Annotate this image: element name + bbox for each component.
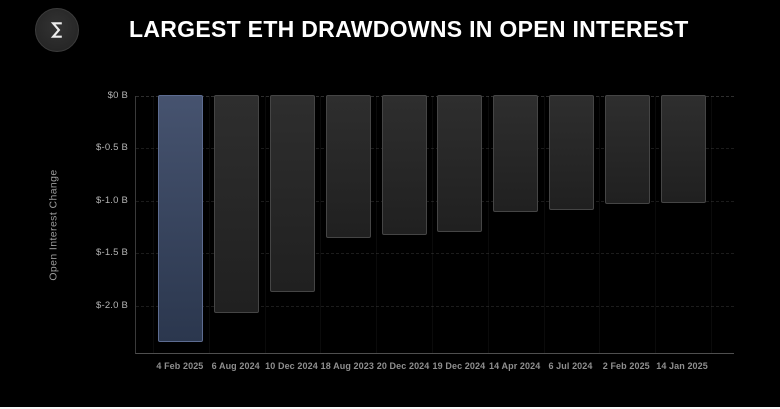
y-axis-title: Open Interest Change xyxy=(47,169,60,281)
bar-slot xyxy=(320,95,376,353)
y-tick-label: $-0.5 B xyxy=(95,142,128,154)
x-tick-label: 20 Dec 2024 xyxy=(376,361,430,371)
gridline-horizontal xyxy=(136,96,734,97)
bar-14-jan-2025 xyxy=(660,95,706,204)
gridline-horizontal xyxy=(136,200,734,202)
x-tick-label: 14 Apr 2024 xyxy=(489,361,541,371)
gridline-vertical xyxy=(432,96,433,353)
x-tick-label: 6 Jul 2024 xyxy=(548,361,593,371)
bar-10-dec-2024 xyxy=(269,95,315,293)
gridline-horizontal xyxy=(136,253,734,255)
bar-slot xyxy=(153,95,209,353)
bar-slot xyxy=(544,95,600,353)
x-tick-label: 10 Dec 2024 xyxy=(265,361,318,371)
x-tick-label: 6 Aug 2024 xyxy=(211,361,260,371)
bar-slot xyxy=(209,95,265,353)
page-title: LARGEST ETH DRAWDOWNS IN OPEN INTEREST xyxy=(129,16,689,42)
gridline-vertical xyxy=(264,96,266,353)
x-tick-label: 2 Feb 2025 xyxy=(602,361,650,371)
bar-slot xyxy=(265,95,321,353)
plot-area xyxy=(135,95,734,354)
y-tick-label: $-1.0 B xyxy=(95,194,128,206)
bar-6-aug-2024 xyxy=(214,95,260,314)
x-tick-label: 4 Feb 2025 xyxy=(156,361,204,371)
x-tick-label: 19 Dec 2024 xyxy=(432,361,486,371)
sigma-logo xyxy=(35,8,79,52)
bars xyxy=(136,95,734,353)
x-tick-label: 18 Aug 2023 xyxy=(320,361,374,371)
gridline-vertical xyxy=(711,96,712,353)
bar-19-dec-2024 xyxy=(437,95,483,233)
gridline-horizontal xyxy=(136,305,734,307)
gridline-vertical xyxy=(208,96,210,353)
gridline-vertical xyxy=(320,96,322,353)
bar-slot xyxy=(488,95,544,353)
bottom-edge xyxy=(0,407,780,409)
bar-18-aug-2023 xyxy=(325,95,371,238)
bar-2-feb-2025 xyxy=(604,95,650,205)
y-tick-label: $0 B xyxy=(107,90,128,101)
y-tick-label: $-1.5 B xyxy=(95,247,128,259)
bar-14-apr-2024 xyxy=(493,95,539,213)
y-tick-label: $-2.0 B xyxy=(95,299,128,311)
gridline-vertical xyxy=(599,96,601,353)
gridline-vertical xyxy=(543,96,545,353)
gridline-horizontal xyxy=(136,148,734,150)
bar-slot xyxy=(655,95,711,353)
sigma-icon xyxy=(45,17,69,43)
bar-6-jul-2024 xyxy=(548,95,594,211)
gridline-vertical xyxy=(153,96,154,353)
x-axis-labels: 4 Feb 2025 6 Aug 2024 10 Dec 2024 18 Aug 20… xyxy=(135,361,733,371)
gridline-vertical xyxy=(487,96,489,353)
bar-slot xyxy=(599,95,655,353)
x-tick-label: 14 Jan 2025 xyxy=(656,361,708,371)
bar-slot xyxy=(376,95,432,353)
bar-slot xyxy=(432,95,488,353)
bar-20-dec-2024 xyxy=(381,95,427,235)
bar-4-feb-2025 xyxy=(158,95,204,342)
gridline-vertical xyxy=(376,96,378,353)
gridline-vertical xyxy=(655,96,657,353)
